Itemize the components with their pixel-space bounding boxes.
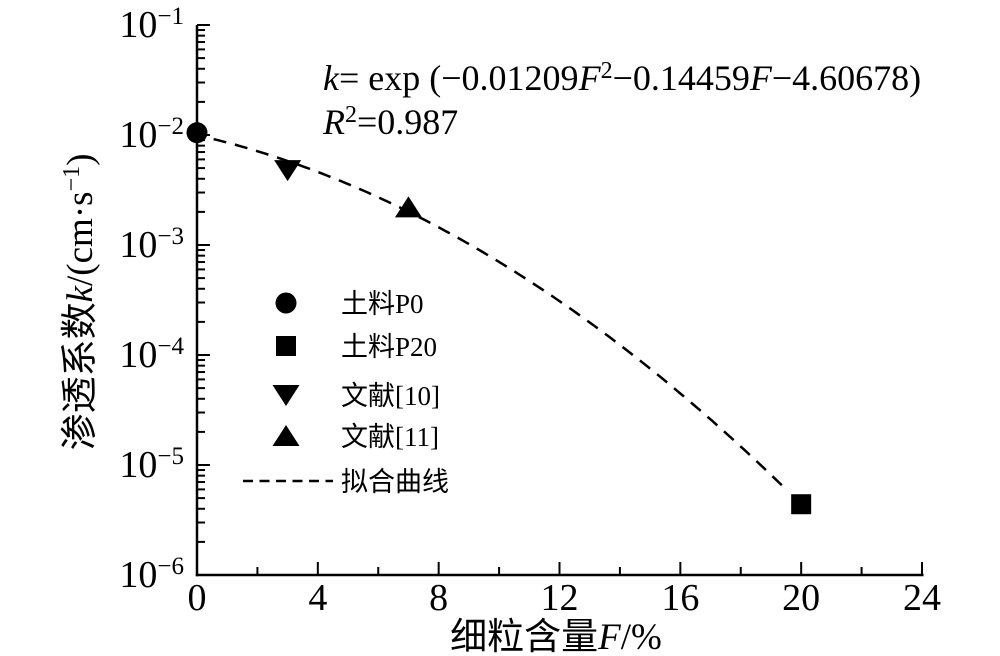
x-tick-label-segment: 24 xyxy=(903,577,941,619)
legend-label-segment: 土料P20 xyxy=(341,332,437,362)
x-tick-label-segment: 8 xyxy=(429,577,448,619)
y-tick-label-segment: 10 xyxy=(119,114,157,156)
legend-label-segment: 文献[11] xyxy=(341,422,439,452)
r-squared-text-segment: 2 xyxy=(345,102,357,128)
y-axis-title-segment: /(cm·s xyxy=(60,191,101,286)
equation-text-segment: −0.14459 xyxy=(613,58,750,98)
y-axis-title: 渗透系数k/(cm·s−1) xyxy=(59,154,101,451)
y-tick-label-segment: 10 xyxy=(119,444,157,486)
x-tick-label-segment: 16 xyxy=(661,577,699,619)
x-tick-label: 0 xyxy=(188,577,207,619)
y-tick-label-segment: 10 xyxy=(119,334,157,376)
x-tick-label: 8 xyxy=(429,577,448,619)
r-squared-text-segment: R xyxy=(322,102,345,142)
legend-circle-marker xyxy=(275,292,297,314)
y-tick-label: 10−3 xyxy=(119,223,184,266)
x-tick-label: 20 xyxy=(782,577,820,619)
legend-label-segment: 文献[10] xyxy=(341,381,440,411)
y-tick-label-segment: −6 xyxy=(157,553,184,580)
equation-text-segment: 2 xyxy=(601,58,613,84)
equation-text-segment: = exp (−0.01209 xyxy=(339,58,579,98)
fit-curve-line xyxy=(213,137,786,489)
x-tick-label: 24 xyxy=(903,577,941,619)
y-axis-title-segment: ) xyxy=(60,154,101,166)
data-point-circle-marker xyxy=(186,122,208,144)
r-squared-text: R2=0.987 xyxy=(322,102,458,142)
y-tick-label-segment: −2 xyxy=(157,113,184,140)
x-axis-title-segment: 细粒含量 xyxy=(450,616,598,656)
x-axis-title: 细粒含量F/% xyxy=(450,616,662,656)
data-point-triangle-down-marker xyxy=(274,160,302,182)
legend-triangle-down-marker xyxy=(272,385,300,406)
r-squared-text-segment: =0.987 xyxy=(357,102,458,142)
y-axis-title-segment: k xyxy=(60,285,101,302)
equation-text-segment: k xyxy=(323,58,340,98)
y-tick-label-segment: −5 xyxy=(157,443,184,470)
equation-text-segment: F xyxy=(578,58,602,98)
data-point-triangle-up-marker xyxy=(394,196,422,218)
legend-label: 文献[10] xyxy=(341,381,440,411)
y-tick-label-segment: 10 xyxy=(119,554,157,596)
equation-text-segment: F xyxy=(749,58,773,98)
legend-label: 土料P0 xyxy=(341,289,424,319)
y-tick-label: 10−1 xyxy=(119,3,184,46)
legend-label: 土料P20 xyxy=(341,332,437,362)
y-tick-label: 10−2 xyxy=(119,113,184,156)
y-axis-title-segment: 渗透系数 xyxy=(59,302,101,450)
y-tick-label-segment: 10 xyxy=(119,4,157,46)
data-point-square-marker xyxy=(791,494,812,515)
legend-square-marker xyxy=(276,336,296,356)
y-tick-label-segment: −1 xyxy=(157,3,184,30)
x-axis-title-segment: F xyxy=(597,617,621,656)
legend-triangle-up-marker xyxy=(272,425,300,446)
y-tick-label: 10−4 xyxy=(119,333,184,376)
x-tick-label: 12 xyxy=(541,577,579,619)
y-axis-title-group: 渗透系数k/(cm·s−1) xyxy=(59,154,101,451)
x-tick-label-segment: 4 xyxy=(308,577,327,619)
legend-label-segment: 拟合曲线 xyxy=(341,467,449,497)
x-axis-title-segment: /% xyxy=(621,617,662,656)
y-tick-label: 10−5 xyxy=(119,443,184,486)
legend-label: 拟合曲线 xyxy=(341,467,449,497)
y-tick-label-segment: −3 xyxy=(157,223,184,250)
x-tick-label: 4 xyxy=(308,577,327,619)
equation-text: k= exp (−0.01209F2−0.14459F−4.60678) xyxy=(323,58,921,98)
y-axis-title-segment: −1 xyxy=(59,166,85,192)
y-tick-label-segment: −4 xyxy=(157,333,184,360)
x-tick-label-segment: 12 xyxy=(541,577,579,619)
y-tick-label: 10−6 xyxy=(119,553,184,596)
equation-text-segment: −4.60678) xyxy=(772,58,921,98)
y-tick-label-segment: 10 xyxy=(119,224,157,266)
x-tick-label: 16 xyxy=(661,577,699,619)
legend-label-segment: 土料P0 xyxy=(341,289,424,319)
legend-label: 文献[11] xyxy=(341,422,439,452)
x-tick-label-segment: 20 xyxy=(782,577,820,619)
x-tick-label-segment: 0 xyxy=(188,577,207,619)
